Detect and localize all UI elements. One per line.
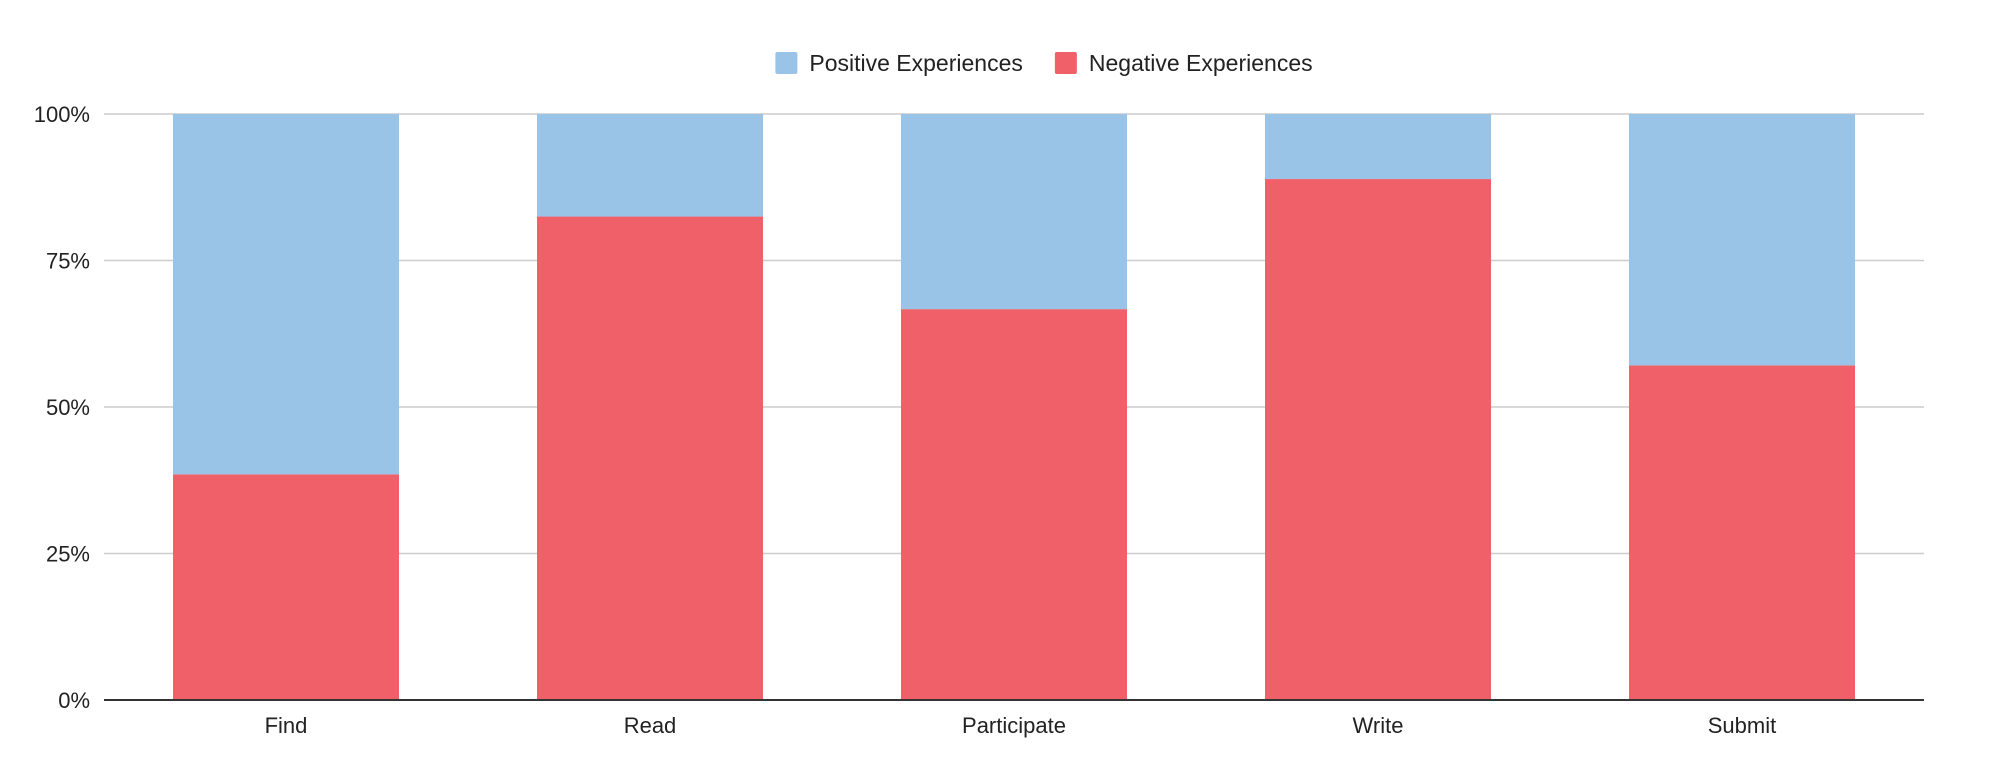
y-axis-ticks: 0% 25% 50% 75% 100% [34, 102, 90, 713]
legend-label: Negative Experiences [1089, 50, 1313, 76]
y-tick-label: 0% [58, 688, 90, 713]
bars [173, 114, 1855, 701]
x-tick-label-participate: Participate [962, 713, 1066, 738]
bar-submit-positive-experiences[interactable] [1629, 114, 1855, 366]
x-axis-ticks: Find Read Participate Write Submit [265, 713, 1777, 738]
bar-write-negative-experiences[interactable] [1265, 179, 1491, 700]
x-tick-label-read: Read [624, 713, 677, 738]
bar-participate-positive-experiences[interactable] [901, 114, 1127, 310]
bar-read-positive-experiences[interactable] [537, 114, 763, 217]
x-tick-label-submit: Submit [1708, 713, 1776, 738]
y-tick-label: 75% [46, 249, 90, 274]
bar-find-negative-experiences[interactable] [173, 474, 399, 700]
bar-read-negative-experiences[interactable] [537, 216, 763, 701]
legend-item-negative-experiences[interactable]: Negative Experiences [1054, 50, 1313, 76]
legend-swatch [1054, 52, 1077, 74]
bar-write-positive-experiences[interactable] [1265, 114, 1491, 180]
legend-swatch [775, 52, 798, 74]
bar-find-positive-experiences[interactable] [173, 114, 399, 475]
bar-submit-negative-experiences[interactable] [1629, 365, 1855, 700]
x-tick-label-write: Write [1353, 713, 1404, 738]
y-tick-label: 50% [46, 395, 90, 420]
legend-item-positive-experiences[interactable]: Positive Experiences [775, 50, 1023, 76]
y-tick-label: 100% [34, 102, 90, 127]
legend[interactable]: Positive Experiences Negative Experiences [775, 50, 1313, 76]
legend-label: Positive Experiences [809, 50, 1023, 76]
x-tick-label-find: Find [265, 713, 308, 738]
bar-participate-negative-experiences[interactable] [901, 309, 1127, 700]
y-tick-label: 25% [46, 542, 90, 567]
